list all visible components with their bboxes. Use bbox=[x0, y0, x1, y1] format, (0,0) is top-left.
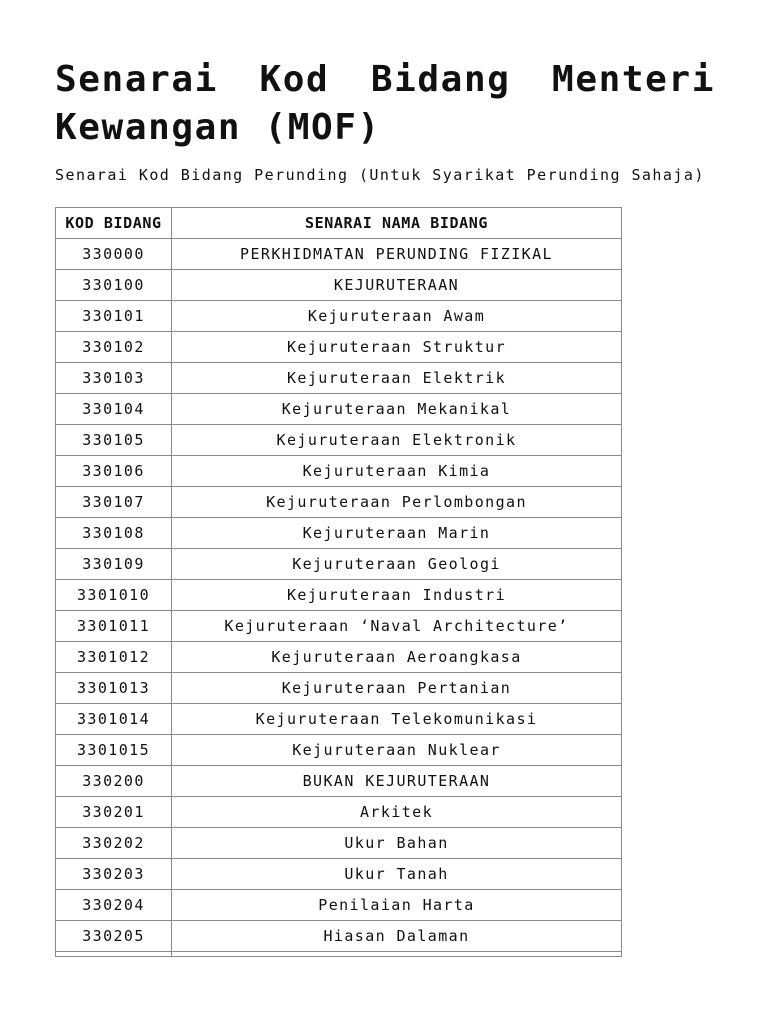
table-row: 3301013 Kejuruteraan Pertanian bbox=[55, 672, 622, 704]
cell-kod: 330200 bbox=[55, 765, 172, 797]
table-row: 330101 Kejuruteraan Awam bbox=[55, 300, 622, 332]
cell-nama: Kejuruteraan Elektronik bbox=[171, 424, 622, 456]
cell-nama: Arkitek bbox=[171, 796, 622, 828]
table-row: 3301012 Kejuruteraan Aeroangkasa bbox=[55, 641, 622, 673]
cell-nama: Kejuruteraan Aeroangkasa bbox=[171, 641, 622, 673]
table-row: 330203 Ukur Tanah bbox=[55, 858, 622, 890]
cell-kod: 330000 bbox=[55, 238, 172, 270]
cell-kod: 330109 bbox=[55, 548, 172, 580]
title-word: Bidang bbox=[370, 59, 511, 100]
cell-kod: 330201 bbox=[55, 796, 172, 828]
table-row: 330201 Arkitek bbox=[55, 796, 622, 828]
cell-nama: Kejuruteraan Elektrik bbox=[171, 362, 622, 394]
cell-nama: Kejuruteraan Kimia bbox=[171, 455, 622, 487]
table-row: 330108 Kejuruteraan Marin bbox=[55, 517, 622, 549]
cell-nama bbox=[171, 951, 622, 957]
cell-kod: 330202 bbox=[55, 827, 172, 859]
cell-nama: Kejuruteraan Mekanikal bbox=[171, 393, 622, 425]
cell-nama: BUKAN KEJURUTERAAN bbox=[171, 765, 622, 797]
cell-kod: 330106 bbox=[55, 455, 172, 487]
cell-nama: Kejuruteraan Awam bbox=[171, 300, 622, 332]
kod-bidang-table: KOD BIDANG SENARAI NAMA BIDANG 330000 PER… bbox=[55, 207, 622, 957]
cell-nama: Kejuruteraan Nuklear bbox=[171, 734, 622, 766]
cell-nama: Kejuruteraan Industri bbox=[171, 579, 622, 611]
table-row: 330100 KEJURUTERAAN bbox=[55, 269, 622, 301]
table-row: 330107 Kejuruteraan Perlombongan bbox=[55, 486, 622, 518]
header-kod-bidang: KOD BIDANG bbox=[55, 207, 172, 239]
cell-kod: 330101 bbox=[55, 300, 172, 332]
cell-kod: 330204 bbox=[55, 889, 172, 921]
cell-nama: Kejuruteraan ‘Naval Architecture’ bbox=[171, 610, 622, 642]
cell-nama: Penilaian Harta bbox=[171, 889, 622, 921]
cell-kod: 330205 bbox=[55, 920, 172, 952]
table-row: 330204 Penilaian Harta bbox=[55, 889, 622, 921]
cell-kod: 330104 bbox=[55, 393, 172, 425]
title-word: Senarai bbox=[55, 59, 218, 100]
cell-kod: 3301012 bbox=[55, 641, 172, 673]
cell-kod: 330108 bbox=[55, 517, 172, 549]
table-row-partial bbox=[55, 951, 622, 957]
subtitle: Senarai Kod Bidang Perunding (Untuk Syar… bbox=[55, 166, 705, 184]
table-row: 330202 Ukur Bahan bbox=[55, 827, 622, 859]
table-header-row: KOD BIDANG SENARAI NAMA BIDANG bbox=[55, 207, 622, 239]
title-line-2: Kewangan (MOF) bbox=[55, 107, 381, 148]
table-row: 3301014 Kejuruteraan Telekomunikasi bbox=[55, 703, 622, 735]
cell-nama: Kejuruteraan Perlombongan bbox=[171, 486, 622, 518]
table-row: 330103 Kejuruteraan Elektrik bbox=[55, 362, 622, 394]
cell-nama: Kejuruteraan Pertanian bbox=[171, 672, 622, 704]
table-row: 3301011 Kejuruteraan ‘Naval Architecture’ bbox=[55, 610, 622, 642]
table-row: 330205 Hiasan Dalaman bbox=[55, 920, 622, 952]
cell-nama: KEJURUTERAAN bbox=[171, 269, 622, 301]
title-word: Menteri bbox=[552, 59, 715, 100]
cell-kod: 3301015 bbox=[55, 734, 172, 766]
table-row: 3301015 Kejuruteraan Nuklear bbox=[55, 734, 622, 766]
table-row: 3301010 Kejuruteraan Industri bbox=[55, 579, 622, 611]
table-row: 330104 Kejuruteraan Mekanikal bbox=[55, 393, 622, 425]
header-nama-bidang: SENARAI NAMA BIDANG bbox=[171, 207, 622, 239]
cell-kod: 330102 bbox=[55, 331, 172, 363]
cell-kod: 330203 bbox=[55, 858, 172, 890]
cell-kod: 3301010 bbox=[55, 579, 172, 611]
cell-kod: 3301013 bbox=[55, 672, 172, 704]
cell-kod: 330105 bbox=[55, 424, 172, 456]
table-row: 330109 Kejuruteraan Geologi bbox=[55, 548, 622, 580]
page-title: Senarai Kod Bidang Menteri Kewangan (MOF… bbox=[55, 56, 715, 152]
table-row: 330105 Kejuruteraan Elektronik bbox=[55, 424, 622, 456]
table-row: 330102 Kejuruteraan Struktur bbox=[55, 331, 622, 363]
table-row: 330200 BUKAN KEJURUTERAAN bbox=[55, 765, 622, 797]
cell-kod: 330107 bbox=[55, 486, 172, 518]
cell-kod: 3301011 bbox=[55, 610, 172, 642]
cell-kod: 3301014 bbox=[55, 703, 172, 735]
cell-nama: Hiasan Dalaman bbox=[171, 920, 622, 952]
table-row: 330106 Kejuruteraan Kimia bbox=[55, 455, 622, 487]
table-row: 330000 PERKHIDMATAN PERUNDING FIZIKAL bbox=[55, 238, 622, 270]
cell-nama: Kejuruteraan Geologi bbox=[171, 548, 622, 580]
cell-nama: Ukur Bahan bbox=[171, 827, 622, 859]
cell-nama: Ukur Tanah bbox=[171, 858, 622, 890]
cell-nama: Kejuruteraan Struktur bbox=[171, 331, 622, 363]
cell-kod: 330100 bbox=[55, 269, 172, 301]
title-word: Kod bbox=[259, 59, 330, 100]
cell-nama: Kejuruteraan Marin bbox=[171, 517, 622, 549]
cell-kod: 330103 bbox=[55, 362, 172, 394]
cell-kod bbox=[55, 951, 172, 957]
cell-nama: PERKHIDMATAN PERUNDING FIZIKAL bbox=[171, 238, 622, 270]
cell-nama: Kejuruteraan Telekomunikasi bbox=[171, 703, 622, 735]
